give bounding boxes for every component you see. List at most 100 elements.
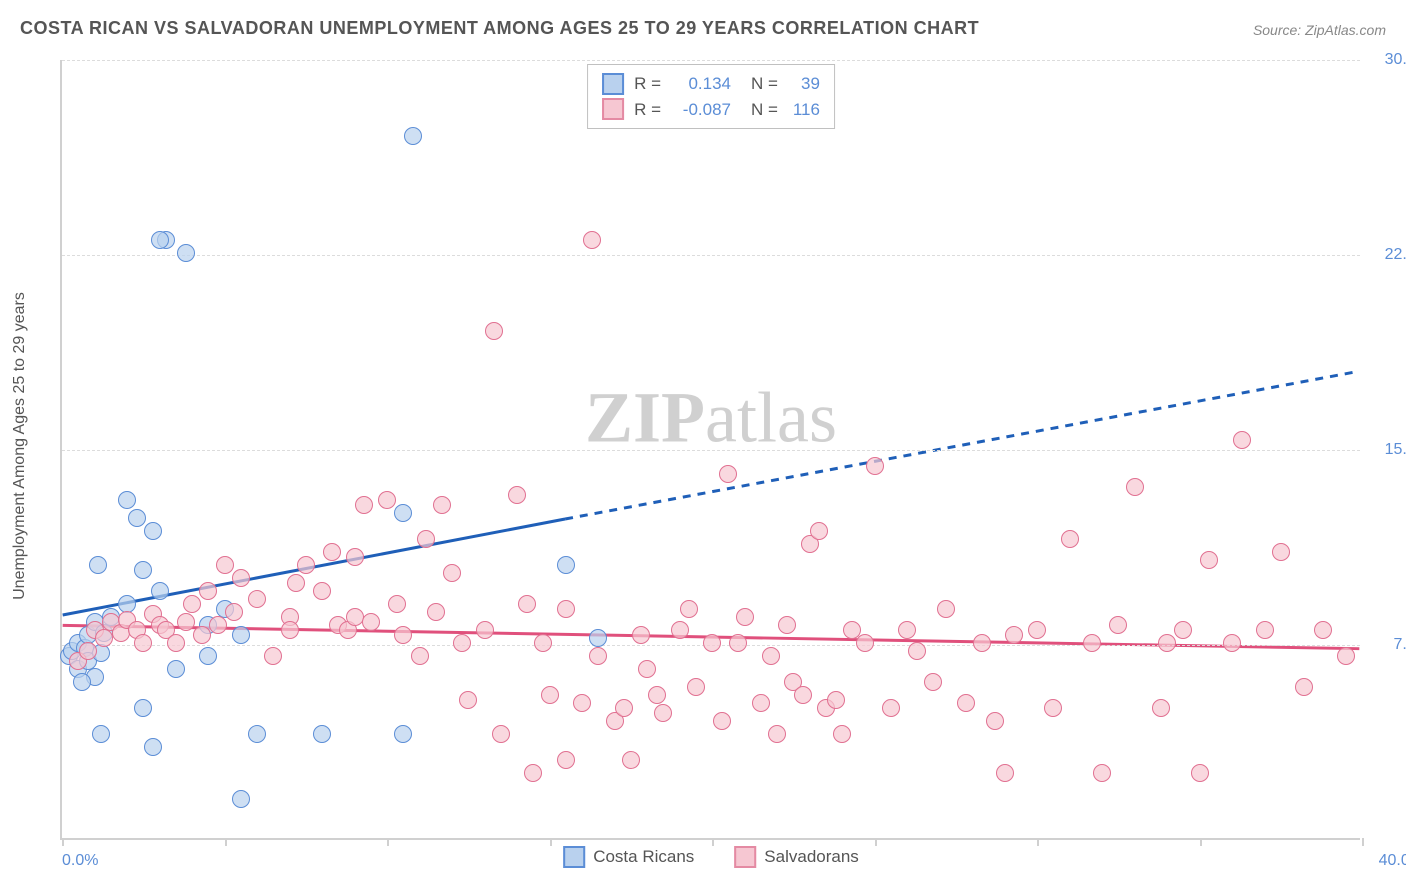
x-tick — [550, 838, 552, 846]
data-point — [648, 686, 666, 704]
legend-correlation-row: R =0.134N =39 — [602, 71, 820, 97]
data-point — [346, 548, 364, 566]
data-point — [898, 621, 916, 639]
data-point — [232, 569, 250, 587]
data-point — [355, 496, 373, 514]
data-point — [476, 621, 494, 639]
data-point — [534, 634, 552, 652]
data-point — [638, 660, 656, 678]
data-point — [632, 626, 650, 644]
data-point — [856, 634, 874, 652]
x-tick-label-min: 0.0% — [62, 852, 98, 870]
data-point — [687, 678, 705, 696]
watermark-light: atlas — [705, 377, 837, 457]
data-point — [752, 694, 770, 712]
data-point — [680, 600, 698, 618]
data-point — [144, 738, 162, 756]
legend-n-label: N = — [751, 97, 778, 123]
data-point — [908, 642, 926, 660]
data-point — [394, 626, 412, 644]
data-point — [1083, 634, 1101, 652]
data-point — [167, 660, 185, 678]
data-point — [719, 465, 737, 483]
data-point — [225, 603, 243, 621]
data-point — [177, 244, 195, 262]
data-point — [573, 694, 591, 712]
data-point — [1174, 621, 1192, 639]
legend-swatch — [734, 846, 756, 868]
data-point — [411, 647, 429, 665]
x-tick — [225, 838, 227, 846]
legend-series-label: Salvadorans — [764, 847, 859, 867]
legend-r-value: 0.134 — [671, 71, 731, 97]
data-point — [287, 574, 305, 592]
data-point — [703, 634, 721, 652]
data-point — [92, 725, 110, 743]
data-point — [248, 725, 266, 743]
y-tick-label: 7.5% — [1370, 636, 1406, 654]
data-point — [134, 699, 152, 717]
data-point — [827, 691, 845, 709]
data-point — [323, 543, 341, 561]
trend-lines-svg — [62, 60, 1360, 838]
data-point — [459, 691, 477, 709]
gridline — [62, 60, 1360, 61]
data-point — [833, 725, 851, 743]
data-point — [264, 647, 282, 665]
legend-correlation-row: R =-0.087N =116 — [602, 97, 820, 123]
data-point — [388, 595, 406, 613]
legend-correlation: R =0.134N =39R =-0.087N =116 — [587, 64, 835, 129]
data-point — [89, 556, 107, 574]
x-tick — [1037, 838, 1039, 846]
data-point — [485, 322, 503, 340]
data-point — [1109, 616, 1127, 634]
data-point — [177, 613, 195, 631]
data-point — [1093, 764, 1111, 782]
data-point — [232, 626, 250, 644]
data-point — [492, 725, 510, 743]
data-point — [1028, 621, 1046, 639]
legend-r-label: R = — [634, 71, 661, 97]
legend-r-label: R = — [634, 97, 661, 123]
data-point — [313, 725, 331, 743]
data-point — [768, 725, 786, 743]
data-point — [453, 634, 471, 652]
data-point — [794, 686, 812, 704]
chart-container: COSTA RICAN VS SALVADORAN UNEMPLOYMENT A… — [0, 0, 1406, 892]
data-point — [378, 491, 396, 509]
data-point — [151, 231, 169, 249]
data-point — [216, 556, 234, 574]
source-attribution: Source: ZipAtlas.com — [1253, 22, 1386, 38]
data-point — [986, 712, 1004, 730]
data-point — [1158, 634, 1176, 652]
data-point — [404, 127, 422, 145]
data-point — [882, 699, 900, 717]
x-tick — [875, 838, 877, 846]
data-point — [79, 642, 97, 660]
data-point — [589, 629, 607, 647]
data-point — [1223, 634, 1241, 652]
data-point — [362, 613, 380, 631]
data-point — [128, 509, 146, 527]
legend-swatch — [563, 846, 585, 868]
data-point — [73, 673, 91, 691]
legend-series: Costa RicansSalvadorans — [563, 846, 859, 868]
data-point — [622, 751, 640, 769]
legend-n-value: 116 — [788, 97, 820, 123]
y-tick-label: 22.5% — [1370, 246, 1406, 264]
data-point — [209, 616, 227, 634]
data-point — [394, 504, 412, 522]
data-point — [199, 582, 217, 600]
legend-swatch — [602, 73, 624, 95]
data-point — [1314, 621, 1332, 639]
data-point — [866, 457, 884, 475]
data-point — [313, 582, 331, 600]
data-point — [671, 621, 689, 639]
x-tick — [1362, 838, 1364, 846]
data-point — [144, 522, 162, 540]
legend-n-label: N = — [751, 71, 778, 97]
data-point — [1233, 431, 1251, 449]
data-point — [524, 764, 542, 782]
data-point — [973, 634, 991, 652]
data-point — [1152, 699, 1170, 717]
